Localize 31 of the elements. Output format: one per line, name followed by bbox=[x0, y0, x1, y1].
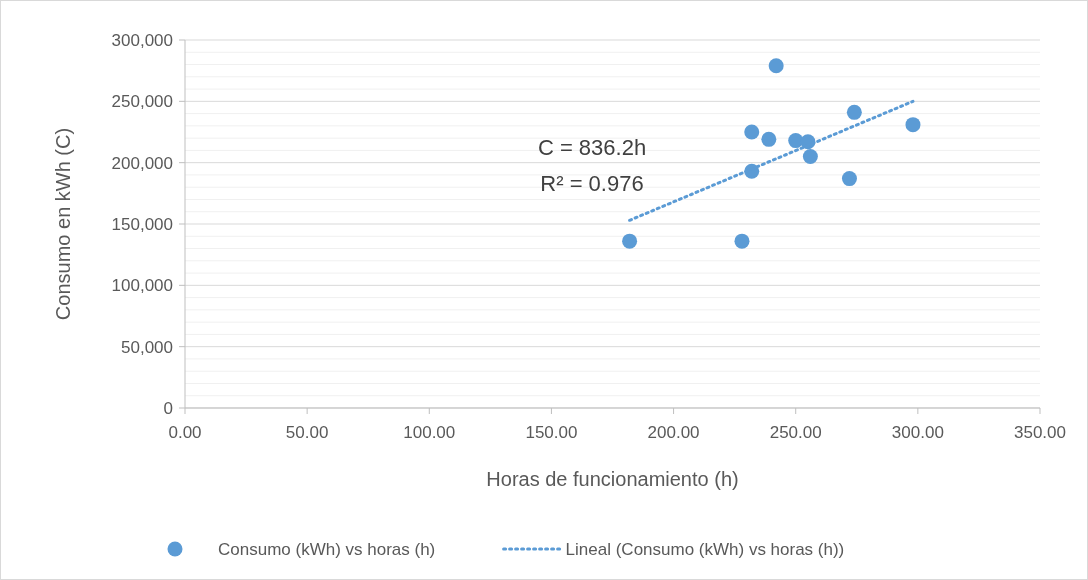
y-tick-label: 150,000 bbox=[111, 215, 173, 234]
point bbox=[734, 233, 750, 249]
y-tick-label: 0 bbox=[163, 399, 173, 418]
y-tick-label: 300,000 bbox=[111, 31, 173, 50]
point bbox=[744, 124, 760, 140]
y-tick-label: 250,000 bbox=[111, 92, 173, 112]
x-tick-label: 50.00 bbox=[285, 423, 329, 442]
point bbox=[768, 58, 784, 74]
x-tick-label: 300.00 bbox=[891, 423, 944, 442]
y-tick-label: 100,000 bbox=[111, 276, 173, 296]
x-axis-title: Horas de funcionamiento (h) bbox=[486, 468, 739, 490]
y-tick-label: 200,000 bbox=[111, 153, 173, 173]
point bbox=[761, 131, 777, 147]
annotation: C = 836.2h bbox=[537, 135, 647, 160]
x-tick-label: 350.00 bbox=[1014, 423, 1066, 442]
x-tick-label: 0.00 bbox=[168, 423, 202, 442]
x-tick-label: 200.00 bbox=[647, 423, 700, 442]
x-tick-label: 250.00 bbox=[769, 423, 822, 442]
annotation: R² = 0.976 bbox=[540, 171, 644, 196]
point bbox=[841, 171, 857, 187]
x-tick-label: 150.00 bbox=[525, 423, 578, 442]
point bbox=[622, 233, 638, 249]
point bbox=[802, 149, 818, 165]
legend-label: Lineal (Consumo (kWh) vs horas (h)) bbox=[565, 540, 845, 559]
legend-label: Consumo (kWh) vs horas (h) bbox=[218, 540, 436, 559]
point bbox=[846, 104, 862, 120]
y-axis-title: Consumo en kWh (C) bbox=[52, 127, 74, 321]
point bbox=[788, 133, 804, 149]
x-tick-label: 100.00 bbox=[403, 423, 456, 442]
y-tick-label: 50,000 bbox=[121, 337, 173, 357]
point bbox=[905, 117, 921, 133]
